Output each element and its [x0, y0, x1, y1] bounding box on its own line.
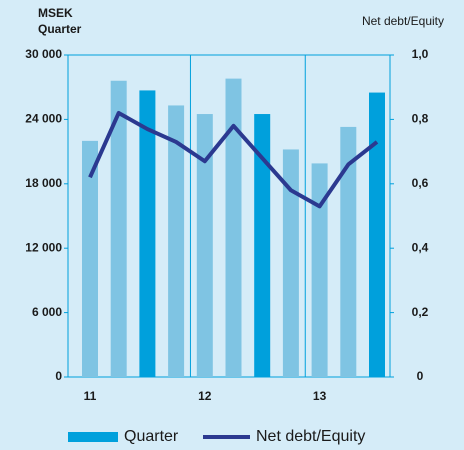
y2-tick-label: 0,2	[412, 305, 429, 319]
bar	[139, 90, 156, 378]
bar	[168, 105, 185, 378]
line	[88, 110, 379, 209]
bar	[311, 163, 328, 377]
legend-label: Net debt/Equity	[256, 428, 365, 445]
x-tick-label: 13	[313, 389, 327, 403]
bar	[110, 80, 127, 377]
x-tick-label: 11	[84, 389, 97, 403]
y-axis-title: MSEK	[38, 6, 73, 20]
y2-tick-label: 0,4	[412, 240, 429, 254]
y-tick-label: 30 000	[25, 47, 62, 61]
bar	[340, 126, 357, 377]
y2-tick-label: 0,6	[412, 176, 429, 190]
legend-swatch	[68, 432, 118, 442]
y2-tick-label: 0,8	[412, 112, 429, 126]
y-tick-label: 6 000	[32, 305, 62, 319]
legend-label: Quarter	[124, 428, 179, 445]
y-tick-label: 18 000	[25, 176, 62, 190]
bar	[369, 92, 385, 378]
bar	[282, 149, 299, 377]
y2-tick-label: 0	[417, 369, 424, 383]
y-tick-label: 24 000	[25, 112, 62, 126]
bar	[254, 114, 271, 378]
bar	[82, 140, 98, 377]
y-axis-title: Quarter	[38, 22, 82, 36]
bar	[225, 78, 242, 377]
y-tick-label: 0	[55, 369, 62, 383]
bar	[196, 114, 213, 378]
y2-tick-label: 1,0	[412, 47, 429, 61]
x-tick-label: 12	[198, 389, 212, 403]
y-tick-label: 12 000	[25, 240, 62, 254]
y2-axis-title: Net debt/Equity	[362, 14, 444, 28]
